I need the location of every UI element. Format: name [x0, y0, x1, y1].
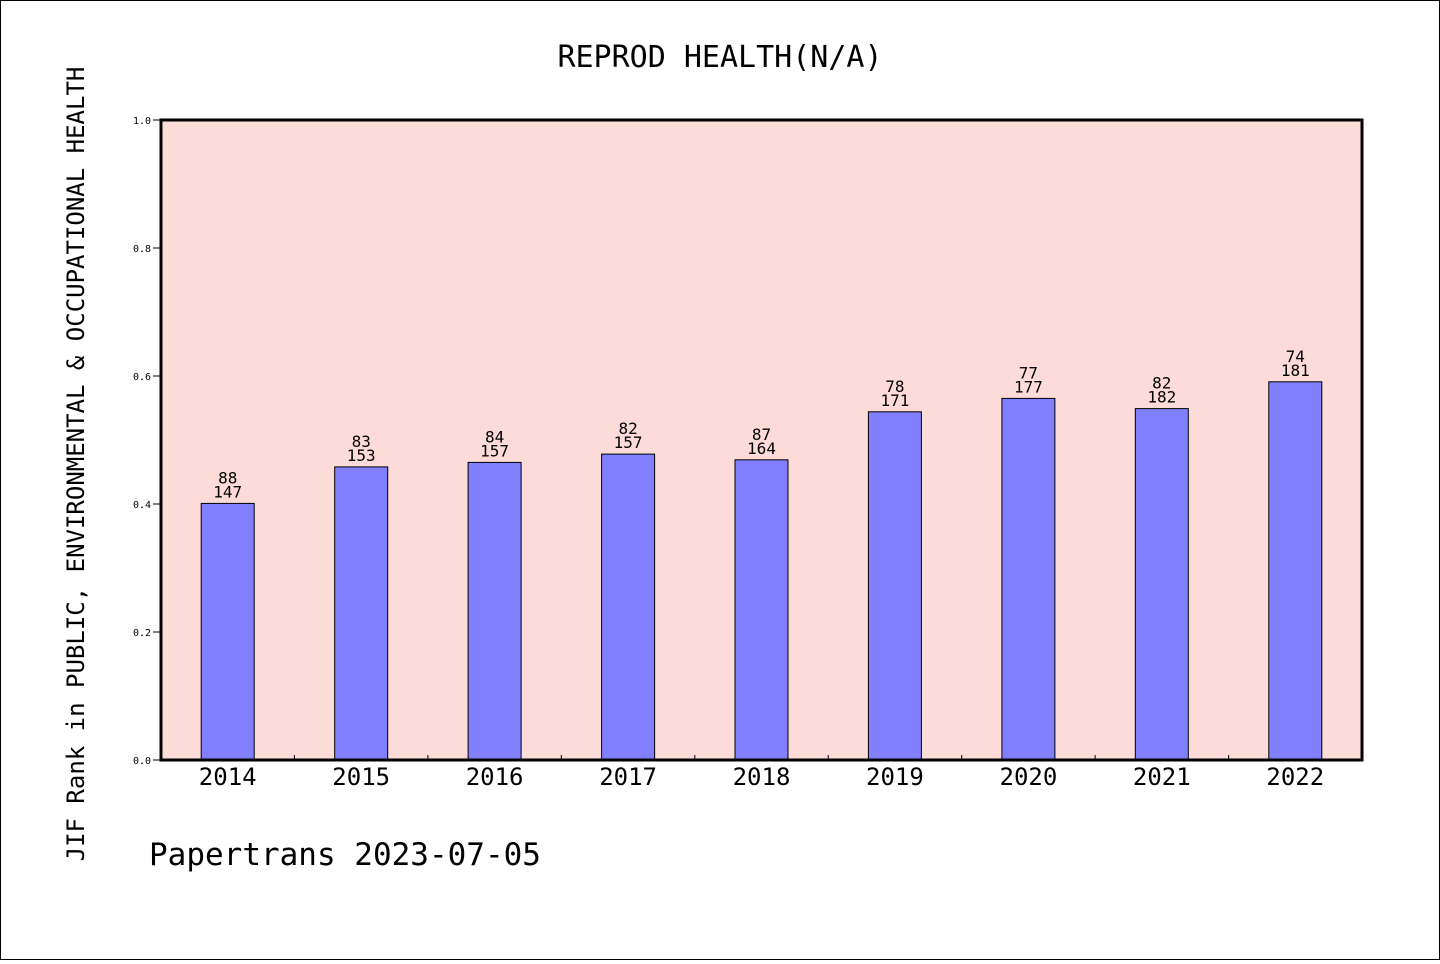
bar-rank-label-2015: 83	[352, 432, 371, 451]
bar-rank-label-2014: 88	[218, 468, 237, 487]
x-tick-label-2017: 2017	[599, 763, 657, 791]
plot-border	[159, 118, 1364, 762]
bar-2015	[334, 466, 389, 761]
y-tick-label-1.0: 1.0	[133, 116, 151, 127]
y-tick-label-0.6: 0.6	[133, 372, 151, 383]
y-tick-label-0.2: 0.2	[133, 628, 151, 639]
x-tick-label-2016: 2016	[466, 763, 524, 791]
axis-layer: 2014 2015 2016 2017 2018 2019 2020 2021 2022 0.0 0…	[133, 116, 1324, 791]
bar-2017	[601, 453, 656, 761]
x-tick-label-2022: 2022	[1266, 763, 1324, 791]
bar-rank-label-2017: 82	[618, 419, 637, 438]
x-tick-label-2018: 2018	[733, 763, 791, 791]
bar-total-label-2021: 182	[1147, 388, 1176, 407]
bar-2019	[867, 411, 922, 761]
y-tick-label-0.8: 0.8	[133, 244, 151, 255]
x-tick-label-2020: 2020	[1000, 763, 1058, 791]
x-tick-label-2021: 2021	[1133, 763, 1191, 791]
y-tick-label-0.0: 0.0	[133, 756, 151, 767]
x-tick-label-2019: 2019	[866, 763, 924, 791]
bar-2018	[734, 459, 789, 761]
bar-total-label-2022: 181	[1281, 361, 1310, 380]
bars-layer	[200, 381, 1323, 761]
bar-2020	[1001, 397, 1056, 761]
bar-2021	[1134, 408, 1189, 761]
y-tick-label-0.4: 0.4	[133, 500, 151, 511]
bar-total-label-2014: 147	[213, 482, 242, 501]
chart-title: REPROD HEALTH(N/A)	[557, 40, 882, 75]
bar-total-label-2018: 164	[747, 439, 776, 458]
x-tick-label-2014: 2014	[199, 763, 257, 791]
bar-rank-label-2018: 87	[752, 425, 771, 444]
bar-rank-label-2021: 82	[1152, 374, 1171, 393]
bar-rank-label-2022: 74	[1286, 347, 1305, 366]
bar-2022	[1268, 381, 1323, 761]
x-tick-label-2015: 2015	[332, 763, 390, 791]
bar-total-label-2019: 171	[880, 391, 909, 410]
bar-2014	[200, 502, 255, 761]
footer-text: Papertrans 2023-07-05	[149, 837, 541, 873]
bar-total-label-2015: 153	[347, 446, 376, 465]
bar-rank-label-2019: 78	[885, 377, 904, 396]
bar-2016	[467, 461, 522, 761]
y-axis-label: JIF Rank in PUBLIC, ENVIRONMENTAL & OCCU…	[62, 67, 90, 862]
bar-rank-label-2016: 84	[485, 427, 504, 446]
bar-total-label-2020: 177	[1014, 377, 1043, 396]
bar-rank-label-2020: 77	[1019, 363, 1038, 382]
bar-total-label-2017: 157	[614, 433, 643, 452]
bar-total-label-2016: 157	[480, 441, 509, 460]
